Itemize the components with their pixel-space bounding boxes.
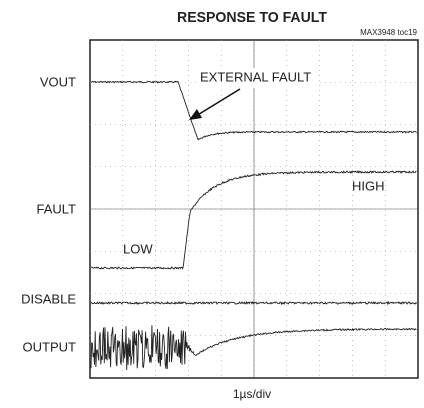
- title: RESPONSE TO FAULT: [177, 9, 327, 26]
- channel-label: DISABLE: [21, 291, 76, 306]
- channel-label: FAULT: [37, 201, 77, 216]
- x-axis-label: 1µs/div: [233, 387, 271, 401]
- arrow-head: [189, 109, 202, 120]
- channel-label: VOUT: [40, 74, 76, 89]
- annotation: EXTERNAL FAULT: [200, 69, 311, 84]
- grid: [90, 40, 418, 378]
- label-bg: [196, 68, 318, 88]
- figure-note: MAX3948 toc19: [360, 28, 417, 37]
- arrow-line: [195, 88, 241, 117]
- trace: [90, 80, 417, 141]
- trace: [90, 300, 417, 306]
- trace: [90, 325, 417, 371]
- annotation: HIGH: [352, 178, 385, 193]
- channel-label: OUTPUT: [23, 339, 77, 354]
- trace: [91, 170, 417, 270]
- traces: [90, 80, 417, 371]
- annotation: LOW: [123, 241, 153, 256]
